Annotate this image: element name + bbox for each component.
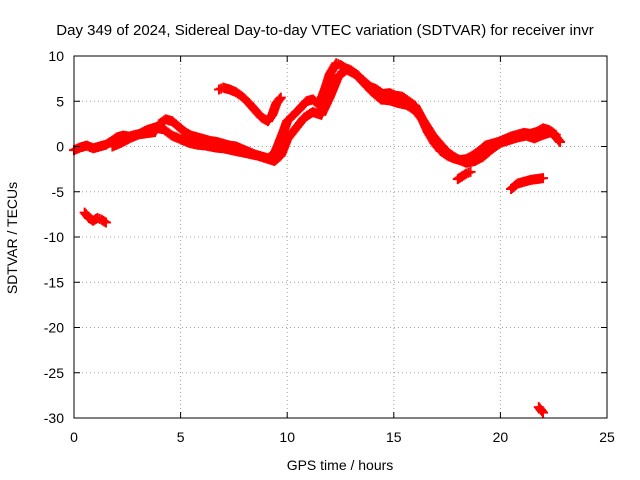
x-tick-label: 0 — [70, 429, 78, 445]
y-tick-label: -10 — [44, 229, 64, 245]
chart-title: Day 349 of 2024, Sidereal Day-to-day VTE… — [56, 22, 593, 39]
data-point — [465, 166, 476, 177]
grid-lines — [74, 56, 607, 418]
y-axis-label: SDTVAR / TECUs — [4, 182, 20, 294]
data-point — [555, 136, 566, 147]
y-tick-label: -5 — [52, 184, 65, 200]
y-tick-label: 5 — [56, 93, 64, 109]
data-point-fill — [554, 135, 565, 146]
data-point — [538, 173, 549, 184]
data-point — [100, 217, 111, 228]
y-tick-label: 10 — [48, 48, 64, 64]
x-tick-label: 25 — [599, 429, 615, 445]
y-tick-label: -25 — [44, 365, 64, 381]
y-tick-label: -15 — [44, 274, 64, 290]
data-point-fill — [536, 406, 547, 417]
data-point — [538, 407, 549, 418]
data-point-fill — [274, 93, 285, 104]
x-tick-label: 15 — [386, 429, 402, 445]
x-axis-label: GPS time / hours — [287, 457, 394, 473]
y-tick-label: -30 — [44, 410, 64, 426]
axis-ticks: 0 5 10 15 20 25 -30 -25 -20 -15 -10 -5 0 5 10 — [44, 48, 615, 445]
x-tick-label: 5 — [177, 429, 185, 445]
y-tick-label: 0 — [56, 139, 64, 155]
y-tick-label: -20 — [44, 320, 64, 336]
x-tick-label: 20 — [493, 429, 509, 445]
data-point — [275, 92, 286, 103]
plot-frame — [73, 55, 608, 419]
data-points — [69, 58, 566, 418]
x-tick-label: 10 — [279, 429, 295, 445]
